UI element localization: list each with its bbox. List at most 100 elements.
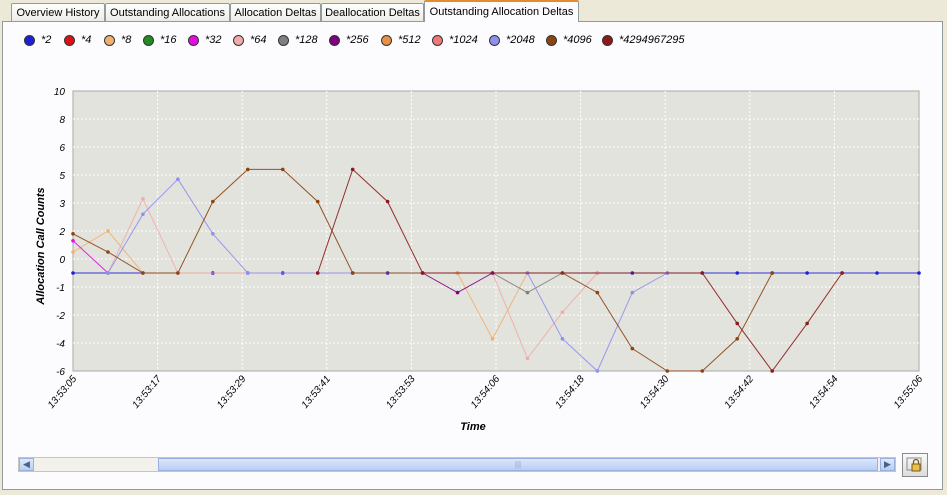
y-tick-label: 5 [59,171,65,182]
y-tick-label: -4 [56,339,65,350]
legend-label: *4 [81,34,92,46]
legend-label: *8 [121,34,132,46]
data-point [211,232,215,236]
lock-icon [906,457,922,472]
scroll-right-button[interactable]: ▶ [880,458,895,471]
x-tick-label: 13:53:17 [130,374,164,411]
data-point [700,271,705,275]
data-point [770,271,774,275]
legend-label: *16 [160,34,177,46]
legend-swatch [24,35,35,46]
x-tick-label: 13:54:18 [553,374,587,411]
legend-label: *256 [346,34,369,46]
y-tick-label: 8 [59,115,65,126]
tab-outstanding-allocations[interactable]: Outstanding Allocations [105,3,230,22]
tab-deallocation-deltas[interactable]: Deallocation Deltas [321,3,424,22]
y-tick-label: 2 [58,227,65,238]
y-axis-ticks: 10 8 6 5 3 2 0 -1 -2 -4 -6 [54,87,66,378]
data-point [560,310,565,315]
data-point [455,290,460,295]
legend-swatch [233,35,244,46]
series-layer [71,167,921,373]
data-point [770,369,774,373]
legend-label: *2048 [506,34,535,46]
data-point [595,369,600,373]
legend-swatch [489,35,500,46]
y-tick-label: 6 [59,143,65,154]
data-point [280,167,285,172]
data-point [106,250,110,254]
data-point [350,271,355,275]
data-point [630,346,635,351]
tab-bar: Overview History Outstanding Allocations… [0,0,947,22]
y-tick-label: 3 [59,199,65,210]
data-point [176,271,180,275]
legend-label: *512 [398,34,421,46]
legend-label: *2 [41,34,52,46]
series-line [72,168,773,372]
data-point [245,167,250,172]
legend-swatch [278,35,289,46]
x-tick-label: 13:53:05 [46,374,80,411]
y-tick-label: -2 [56,311,65,322]
legend-label: *64 [250,34,267,46]
data-point [106,229,110,233]
data-point [630,290,635,295]
data-point [106,271,110,275]
y-tick-label: 10 [54,87,66,98]
legend-swatch [64,35,75,46]
x-tick-label: 13:54:06 [469,374,503,411]
x-axis-label: Time [460,421,485,433]
x-tick-label: 13:54:42 [723,374,757,411]
x-tick-label: 13:53:53 [384,374,418,411]
legend-label: *4096 [563,34,592,46]
legend-swatch [188,35,199,46]
y-tick-label: -1 [56,283,65,294]
data-point [176,177,180,181]
data-point [71,271,75,275]
data-point [211,199,215,204]
lock-button[interactable] [902,453,928,477]
x-tick-label: 13:53:41 [300,374,333,411]
data-point [141,271,145,275]
legend-label: *1024 [449,34,478,46]
x-tick-label: 13:54:54 [807,374,841,411]
data-point [350,167,355,172]
horizontal-scrollbar[interactable]: ◀ ||| ▶ [18,457,896,472]
legend-swatch [329,35,340,46]
data-point [665,369,670,373]
data-point [700,369,705,373]
legend-label: *32 [205,34,222,46]
data-point [735,321,740,326]
legend-swatch [143,35,154,46]
data-point [560,337,565,341]
data-point [805,271,809,275]
data-point [805,321,809,326]
data-point [525,356,530,361]
x-axis-ticks: 13:53:05 13:53:17 13:53:29 13:53:41 13:53:53… [46,374,926,411]
data-point [385,199,390,204]
y-tick-label: 0 [59,255,65,266]
data-point [595,290,600,295]
legend-label: *4294967295 [619,34,685,46]
data-point [490,337,495,341]
series-line [72,240,109,274]
data-point [141,212,145,216]
gridlines [73,91,919,371]
tab-outstanding-allocation-deltas[interactable]: Outstanding Allocation Deltas [424,0,579,22]
data-point [525,290,530,295]
tab-allocation-deltas[interactable]: Allocation Deltas [230,3,321,22]
y-tick-label: -6 [56,367,65,378]
data-point [840,271,844,275]
data-point [420,271,425,275]
data-point [735,337,740,341]
tab-overview-history[interactable]: Overview History [11,3,105,22]
data-point [315,271,320,275]
data-point [917,271,921,275]
data-point [735,271,740,275]
scroll-thumb[interactable]: ||| [158,458,878,471]
scroll-left-button[interactable]: ◀ [19,458,34,471]
x-tick-label: 13:55:06 [892,374,926,411]
data-point [315,199,320,204]
